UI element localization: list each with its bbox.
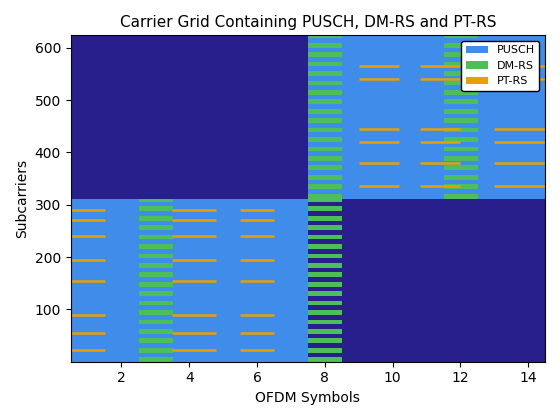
Y-axis label: Subcarriers: Subcarriers: [15, 159, 29, 238]
Title: Carrier Grid Containing PUSCH, DM-RS and PT-RS: Carrier Grid Containing PUSCH, DM-RS and…: [120, 15, 496, 30]
X-axis label: OFDM Symbols: OFDM Symbols: [255, 391, 360, 405]
Legend: PUSCH, DM-RS, PT-RS: PUSCH, DM-RS, PT-RS: [461, 41, 539, 91]
